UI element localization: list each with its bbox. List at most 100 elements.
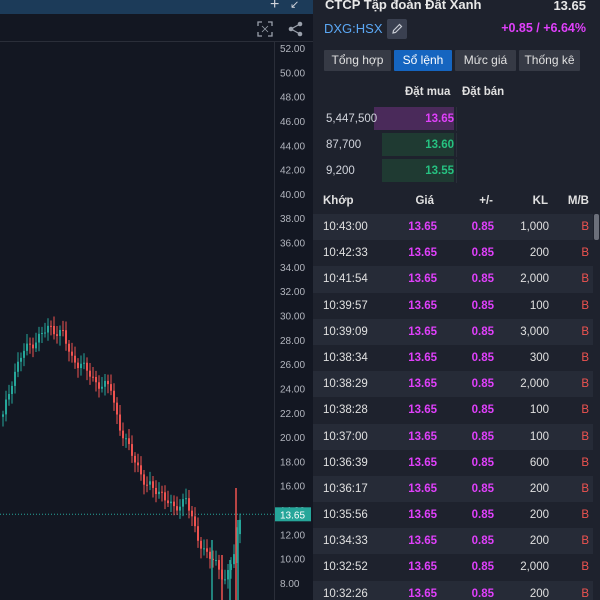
trade-row[interactable]: 10:34:33 13.65 0.85 200 B <box>313 528 593 555</box>
candle-body <box>146 484 148 486</box>
trade-side: B <box>581 378 589 391</box>
trade-time: 10:43:00 <box>323 221 368 233</box>
candle-body <box>62 330 64 332</box>
orderbook-volume: 5,447,500 <box>326 113 378 125</box>
candle-body <box>41 333 43 335</box>
ticker-symbol[interactable]: DXG:HSX <box>324 21 383 36</box>
price-tick-label: 38.00 <box>280 214 305 225</box>
orderbook-volume-bar <box>382 133 454 156</box>
trade-change: 0.85 <box>471 221 494 233</box>
candle-body <box>197 526 199 541</box>
candle-body <box>140 465 142 475</box>
last-price-label: 13.65 <box>280 510 305 521</box>
trade-change: 0.85 <box>471 509 494 522</box>
edit-icon[interactable] <box>387 19 407 39</box>
candle-body <box>65 330 67 344</box>
orderbook-volume-bar <box>374 107 454 130</box>
trade-price: 13.65 <box>408 535 437 548</box>
candle-body <box>161 491 163 493</box>
candle-body <box>230 564 232 571</box>
trade-time: 10:32:52 <box>323 561 368 574</box>
orderbook-price[interactable]: 13.65 <box>425 113 454 125</box>
trade-volume: 300 <box>529 351 549 364</box>
trade-time: 10:39:09 <box>323 325 368 338</box>
trade-time: 10:36:39 <box>323 456 368 469</box>
tab-summary[interactable]: Tổng hợp <box>324 50 391 71</box>
orderbook-volume-bar <box>382 159 454 182</box>
orderbook-row[interactable]: 5,447,500 13.65 <box>313 106 600 132</box>
candle-body <box>83 362 85 364</box>
trade-time: 10:34:33 <box>323 535 368 548</box>
trade-row[interactable]: 10:39:57 13.65 0.85 100 B <box>313 292 593 319</box>
candle-body <box>128 438 130 445</box>
price-tick-label: 42.00 <box>280 166 305 177</box>
column-divider <box>456 133 457 157</box>
trade-row[interactable]: 10:35:56 13.65 0.85 200 B <box>313 502 593 529</box>
trade-price: 13.65 <box>408 482 437 495</box>
trade-row[interactable]: 10:32:52 13.65 0.85 2,000 B <box>313 554 593 581</box>
tab-order-book[interactable]: Sổ lệnh <box>394 50 452 71</box>
price-tick-label: 22.00 <box>280 409 305 420</box>
expand-icon[interactable] <box>256 20 274 38</box>
trade-side: B <box>581 404 589 417</box>
trade-row[interactable]: 10:38:29 13.65 0.85 2,000 B <box>313 371 593 398</box>
candle-body <box>26 343 28 351</box>
trade-row[interactable]: 10:36:39 13.65 0.85 600 B <box>313 449 593 476</box>
add-icon[interactable]: + <box>270 0 280 13</box>
trade-volume: 2,000 <box>520 273 549 286</box>
tab-price-levels[interactable]: Mức giá <box>455 50 516 71</box>
trade-row[interactable]: 10:32:26 13.65 0.85 200 B <box>313 580 593 600</box>
trade-row[interactable]: 10:41:54 13.65 0.85 2,000 B <box>313 266 593 293</box>
scrollbar[interactable] <box>593 214 600 600</box>
trade-price: 13.65 <box>408 351 437 364</box>
candle-body <box>74 355 76 363</box>
header-time: Khớp <box>323 195 354 207</box>
trade-change: 0.85 <box>471 404 494 417</box>
price-chart-panel[interactable]: + ↙ 52.00 50.00 48.00 46.00 44.00 42.00 40.00 3… <box>0 0 313 600</box>
candle-body <box>179 506 181 511</box>
trade-side: B <box>581 351 589 364</box>
collapse-arrow-icon[interactable]: ↙ <box>290 0 300 11</box>
orderbook-row[interactable]: 9,200 13.55 <box>313 158 600 184</box>
trade-volume: 100 <box>529 430 549 443</box>
share-icon[interactable] <box>287 20 305 38</box>
price-tick-label: 36.00 <box>280 239 305 250</box>
price-axis[interactable] <box>274 42 313 600</box>
orderbook-price[interactable]: 13.60 <box>425 139 454 151</box>
trade-list[interactable]: 10:43:00 13.65 0.85 1,000 B 10:42:33 13.65 0.85… <box>313 214 593 600</box>
trade-row[interactable]: 10:38:28 13.65 0.85 100 B <box>313 397 593 424</box>
tab-statistics[interactable]: Thống kê <box>519 50 580 71</box>
trade-time: 10:42:33 <box>323 247 368 260</box>
price-tick-label: 34.00 <box>280 263 305 274</box>
price-tick-label: 12.00 <box>280 530 305 541</box>
candle-body <box>116 402 118 415</box>
price-tick-label: 18.00 <box>280 457 305 468</box>
trade-row[interactable]: 10:37:00 13.65 0.85 100 B <box>313 423 593 450</box>
trade-price: 13.65 <box>408 430 437 443</box>
candle-body <box>203 548 205 550</box>
trade-price: 13.65 <box>408 299 437 312</box>
candle-body <box>200 540 202 549</box>
trade-row[interactable]: 10:43:00 13.65 0.85 1,000 B <box>313 214 593 241</box>
price-tick-label: 28.00 <box>280 336 305 347</box>
price-tick-label: 32.00 <box>280 287 305 298</box>
trade-row[interactable]: 10:36:17 13.65 0.85 200 B <box>313 475 593 503</box>
price-tick-label: 16.00 <box>280 482 305 493</box>
price-tick-label: 24.00 <box>280 384 305 395</box>
trade-row[interactable]: 10:42:33 13.65 0.85 200 B <box>313 240 593 267</box>
orderbook-price[interactable]: 13.55 <box>425 165 454 177</box>
scroll-thumb[interactable] <box>594 214 599 240</box>
trade-row[interactable]: 10:39:09 13.65 0.85 3,000 B <box>313 318 593 345</box>
candlestick-chart[interactable]: 52.00 50.00 48.00 46.00 44.00 42.00 40.00 38.00… <box>0 0 313 600</box>
trade-row[interactable]: 10:38:34 13.65 0.85 300 B <box>313 344 593 372</box>
candle-body <box>89 370 91 377</box>
orderbook-volume: 87,700 <box>326 139 362 151</box>
candle-body <box>185 498 187 500</box>
candle-body <box>209 551 211 559</box>
candle-body <box>167 500 169 504</box>
orderbook-row[interactable]: 87,700 13.60 <box>313 132 600 158</box>
candle-body <box>113 390 115 403</box>
trade-price: 13.65 <box>408 509 437 522</box>
candle-body <box>23 350 25 358</box>
trade-side: B <box>581 561 589 574</box>
